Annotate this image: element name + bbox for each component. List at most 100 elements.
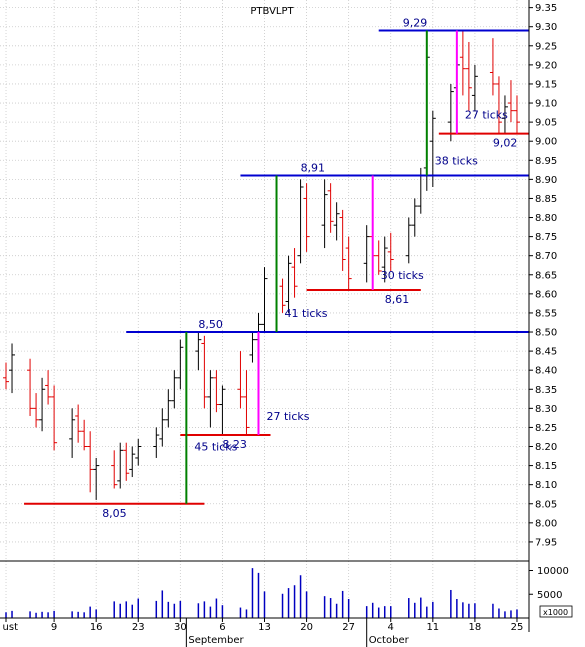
price-tick-label: 8.55 [535,308,557,319]
date-tick-label: 4 [388,622,394,633]
date-tick-label: ust [3,622,19,633]
price-tick-label: 8.05 [535,499,557,510]
volume-tick-label: 5000 [537,590,562,601]
ohlc-bar [51,385,58,451]
date-tick-label: 18 [469,622,482,633]
ohlc-bar [159,408,166,447]
move-label: 38 ticks [435,154,478,167]
price-tick-label: 8.35 [535,385,557,396]
date-tick-label: 9 [51,622,57,633]
price-tick-label: 8.10 [535,480,557,491]
move-label: 27 ticks [465,108,508,121]
price-tick-label: 9.20 [535,60,557,71]
ohlc-bar [297,179,304,264]
ohlc-bar [495,76,502,134]
price-tick-label: 9.25 [535,41,557,52]
price-tick-label: 8.80 [535,213,557,224]
ohlc-bar [381,236,388,283]
date-tick-label: 16 [90,622,103,633]
ohlc-bar [135,438,142,466]
price-tick-label: 8.45 [535,347,557,358]
volume-unit: x1000 [543,608,568,617]
ohlc-bar [69,408,76,458]
ohlc-bar [3,362,10,390]
move-label: 30 ticks [381,269,424,282]
price-tick-label: 8.30 [535,404,557,415]
ohlc-bar [237,351,244,409]
chart-title: PTBVLPT [250,6,294,17]
ohlc-bar [201,335,208,409]
ohlc-bar [507,80,514,123]
volume-tick-label: 10000 [537,566,569,577]
ohlc-bar [219,385,226,436]
ohlc-bar [75,404,82,443]
ohlc-bar [39,377,46,432]
ohlc-bar [9,343,16,394]
ohlc-bar [33,393,40,428]
price-tick-label: 8.90 [535,175,557,186]
ohlc-bar [243,370,250,436]
ohlc-bar [285,255,292,313]
level-label: 8,61 [385,293,410,306]
ohlc-bar [81,419,88,451]
date-tick-label: 23 [132,622,145,633]
price-tick-label: 9.05 [535,118,557,129]
level-label: 9,29 [403,17,428,30]
ohlc-bar [375,240,382,275]
ohlc-bar [513,95,520,134]
ohlc-bar [111,450,118,489]
ohlc-bar [411,198,418,237]
ohlc-bar [321,179,328,249]
ohlc-bar [429,110,436,187]
date-tick-label: 13 [258,622,271,633]
ohlc-bar [327,183,334,233]
ohlc-bar [447,83,454,142]
ohlc-bar [87,431,94,493]
level-label: 8,50 [198,318,223,331]
price-tick-label: 8.70 [535,251,557,262]
move-label: 27 ticks [266,410,309,423]
price-tick-label: 8.25 [535,423,557,434]
ohlc-bar [261,267,268,333]
level-label: 8,05 [102,507,127,520]
ohlc-bar [405,217,412,264]
price-tick-label: 8.85 [535,194,557,205]
date-tick-label: 20 [300,622,313,633]
price-tick-label: 8.00 [535,518,557,529]
move-label: 41 ticks [285,307,328,320]
ohlc-bar [207,370,214,428]
ohlc-bar [27,358,34,416]
ohlc-bar [165,389,172,428]
ohlc-bar [363,225,370,283]
ohlc-bar [345,236,352,291]
price-bars [3,30,520,500]
price-tick-label: 8.75 [535,232,557,243]
axes: x1000 7.95 8.00 8.05 8.10 8.15 8.20 8.25 8.30 8.… [0,0,573,647]
volume-bars [5,568,518,618]
price-tick-label: 8.60 [535,289,557,300]
price-tick-label: 9.15 [535,79,557,90]
price-tick-label: 8.15 [535,461,557,472]
annotations: 8,05 8,23 8,61 9,02 8,50 8,91 9,29 45 ticks 27 t… [24,17,529,520]
month-label: October [369,635,410,646]
ohlc-bar [153,427,160,458]
ohlc-bar [465,41,472,111]
ohlc-bar [129,446,136,478]
price-tick-label: 9.10 [535,99,557,110]
date-tick-label: 11 [426,622,439,633]
move-label: 45 ticks [194,441,237,454]
ohlc-bar [489,38,496,96]
ohlc-bar [333,202,340,241]
ohlc-bar [471,64,478,111]
ohlc-bar [195,332,202,371]
date-tick-label: 30 [174,622,187,633]
price-tick-label: 9.30 [535,22,557,33]
ohlc-bar [501,95,508,134]
ohlc-bar [387,232,394,271]
level-label: 9,02 [493,137,518,150]
ohlc-bar [291,248,298,298]
price-tick-label: 8.40 [535,366,557,377]
price-tick-label: 8.65 [535,270,557,281]
ohlc-bar [279,278,286,313]
